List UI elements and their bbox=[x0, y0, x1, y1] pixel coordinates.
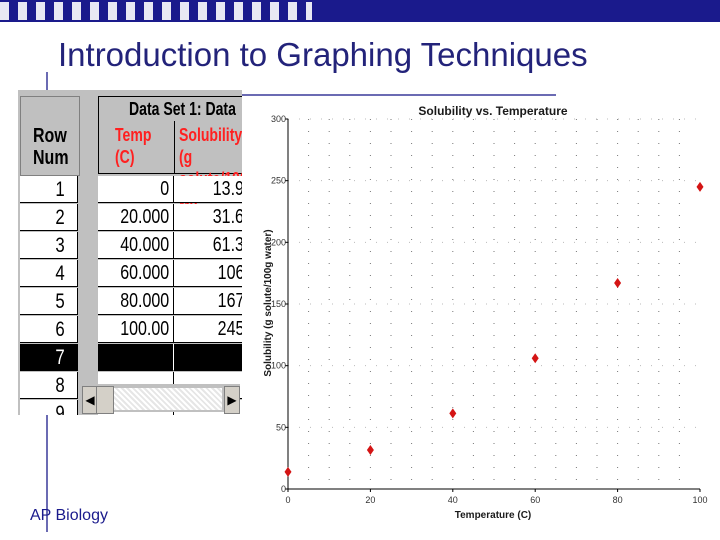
temp-cell[interactable]: 20.000 bbox=[98, 204, 174, 231]
title-rule-horizontal bbox=[46, 94, 556, 96]
row-gap bbox=[78, 180, 96, 415]
banner-checker-pattern bbox=[0, 2, 312, 20]
row-number: 3 bbox=[55, 234, 65, 257]
scroll-right-icon[interactable]: ▶ bbox=[224, 386, 240, 414]
data-point bbox=[284, 466, 292, 477]
scroll-track[interactable] bbox=[114, 388, 222, 410]
y-tick-label: 100 bbox=[271, 361, 286, 371]
temp-value: 0 bbox=[160, 178, 169, 200]
row-number: 2 bbox=[55, 206, 65, 229]
solubility-cell[interactable]: 61.3 bbox=[174, 232, 242, 259]
data-spreadsheet: Row Num Data Set 1: Data Temp (C) Solubi… bbox=[18, 90, 242, 415]
row-number: 6 bbox=[55, 318, 65, 341]
x-tick-label: 0 bbox=[285, 495, 290, 505]
row-number-cell[interactable]: 6 bbox=[20, 316, 78, 343]
data-point bbox=[696, 181, 704, 192]
row-number-cell[interactable]: 7 bbox=[20, 344, 78, 371]
row-num-header: Row Num bbox=[20, 96, 80, 176]
dataset-title-header: Data Set 1: Data bbox=[98, 96, 242, 122]
row-number: 8 bbox=[55, 374, 65, 397]
temp-cell[interactable]: 80.000 bbox=[98, 288, 174, 315]
table-row[interactable]: 4 60.000 106 bbox=[20, 260, 242, 287]
row-number: 4 bbox=[55, 262, 65, 285]
chart-title: Solubility vs. Temperature bbox=[418, 104, 567, 118]
y-tick-label: 0 bbox=[281, 484, 286, 494]
temp-cell[interactable] bbox=[98, 344, 174, 371]
top-banner bbox=[0, 0, 720, 22]
scroll-thumb[interactable] bbox=[96, 386, 114, 414]
x-tick-label: 100 bbox=[692, 495, 707, 505]
temp-cell[interactable]: 0 bbox=[98, 176, 174, 203]
y-tick-label: 150 bbox=[271, 299, 286, 309]
table-row[interactable]: 5 80.000 167 bbox=[20, 288, 242, 315]
solubility-cell[interactable]: 167 bbox=[174, 288, 242, 315]
temp-cell[interactable]: 100.00 bbox=[98, 316, 174, 343]
data-point bbox=[366, 445, 374, 456]
dataset-title: Data Set 1: Data bbox=[129, 99, 236, 119]
solubility-value: 167 bbox=[217, 290, 242, 312]
x-tick-label: 80 bbox=[613, 495, 623, 505]
row-number-cell[interactable]: 8 bbox=[20, 372, 78, 399]
temp-cell[interactable]: 60.000 bbox=[98, 260, 174, 287]
temp-cell[interactable]: 40.000 bbox=[98, 232, 174, 259]
x-tick-label: 20 bbox=[365, 495, 375, 505]
data-point bbox=[614, 278, 622, 289]
row-number-cell[interactable]: 3 bbox=[20, 232, 78, 259]
row-number-cell[interactable]: 9 bbox=[20, 400, 78, 415]
temp-value: 60.000 bbox=[120, 262, 169, 284]
column-headers: Temp (C) Solubility (g solute/100g wa bbox=[98, 121, 242, 211]
horizontal-scrollbar[interactable]: ◀ ▶ bbox=[80, 384, 240, 414]
temp-value: 100.00 bbox=[120, 318, 169, 340]
x-tick-label: 40 bbox=[448, 495, 458, 505]
row-number: 5 bbox=[55, 290, 65, 313]
y-tick-label: 200 bbox=[271, 237, 286, 247]
y-tick-label: 50 bbox=[276, 422, 286, 432]
x-tick-label: 60 bbox=[530, 495, 540, 505]
solubility-value: 245 bbox=[217, 318, 242, 340]
data-point bbox=[531, 353, 539, 364]
row-number: 7 bbox=[55, 346, 65, 369]
footer-label: AP Biology bbox=[30, 507, 108, 524]
solubility-value: 31.6 bbox=[212, 206, 242, 228]
solubility-cell[interactable] bbox=[174, 344, 242, 371]
y-tick-label: 250 bbox=[271, 176, 286, 186]
solubility-cell[interactable]: 106 bbox=[174, 260, 242, 287]
chart-points bbox=[284, 181, 704, 477]
solubility-value: 106 bbox=[217, 262, 242, 284]
column-header-temp[interactable]: Temp (C) bbox=[115, 125, 152, 167]
row-number: 9 bbox=[55, 402, 65, 415]
row-number-cell[interactable]: 5 bbox=[20, 288, 78, 315]
solubility-value: 13.9 bbox=[212, 178, 242, 200]
x-axis-label: Temperature (C) bbox=[455, 510, 532, 521]
row-number-cell[interactable]: 2 bbox=[20, 204, 78, 231]
data-point bbox=[449, 408, 457, 419]
chart-ticks: 0 20 40 60 80 100 0 50 100 150 200 250 300 bbox=[271, 114, 708, 505]
table-row[interactable]: 6 100.00 245 bbox=[20, 316, 242, 343]
row-number-cell[interactable]: 4 bbox=[20, 260, 78, 287]
solubility-cell[interactable]: 31.6 bbox=[174, 204, 242, 231]
column-separator bbox=[174, 121, 175, 173]
solubility-cell[interactable]: 13.9 bbox=[174, 176, 242, 203]
row-number-cell[interactable]: 1 bbox=[20, 176, 78, 203]
table-row[interactable]: 2 20.000 31.6 bbox=[20, 204, 242, 231]
solubility-value: 61.3 bbox=[212, 234, 242, 256]
slide-title: Introduction to Graphing Techniques bbox=[58, 36, 588, 73]
y-axis-label: Solubility (g solute/100g water) bbox=[263, 229, 274, 376]
table-row[interactable]: 1 0 13.9 bbox=[20, 176, 242, 203]
row-number: 1 bbox=[55, 178, 65, 201]
row-num-header-label: Row Num bbox=[33, 125, 69, 169]
temp-value: 20.000 bbox=[120, 206, 169, 228]
solubility-scatter-chart: Solubility vs. Temperature 0 20 40 60 80 1000… bbox=[255, 100, 710, 530]
temp-value: 40.000 bbox=[120, 234, 169, 256]
chart-background bbox=[255, 100, 710, 530]
y-tick-label: 300 bbox=[271, 114, 286, 124]
table-row[interactable]: 3 40.000 61.3 bbox=[20, 232, 242, 259]
temp-value: 80.000 bbox=[120, 290, 169, 312]
table-row[interactable]: 7 bbox=[20, 344, 242, 371]
solubility-cell[interactable]: 245 bbox=[174, 316, 242, 343]
